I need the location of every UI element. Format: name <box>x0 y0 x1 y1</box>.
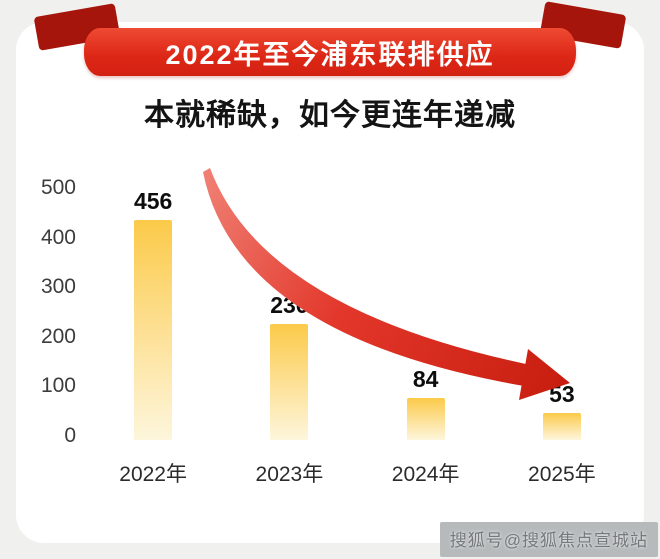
banner-ribbon: 2022年至今浦东联排供应 <box>84 28 576 76</box>
bar-group-2024: 84 <box>358 188 494 440</box>
bar-group-2023: 230 <box>221 188 357 440</box>
plot-area: 456 230 84 53 <box>85 188 630 440</box>
bar-value-label: 230 <box>270 292 309 318</box>
y-tick-label: 500 <box>40 176 76 199</box>
x-axis: 2022年 2023年 2024年 2025年 <box>85 458 630 488</box>
bar-value-label: 84 <box>412 366 439 392</box>
y-tick-label: 200 <box>40 324 76 348</box>
watermark-text: 搜狐号@搜狐焦点宣城站 <box>439 522 658 557</box>
y-tick-label: 400 <box>40 225 76 249</box>
bar-value-label: 456 <box>133 188 173 214</box>
bar-group-2022: 456 <box>85 188 221 440</box>
y-tick-label: 300 <box>40 275 76 299</box>
bar-group-2025: 53 <box>494 188 630 440</box>
chart-subtitle: 本就稀缺，如今更连年递减 <box>144 99 516 132</box>
y-tick-label: 100 <box>40 374 76 398</box>
y-tick-label: 0 <box>64 423 76 447</box>
x-tick-label: 2022年 <box>119 463 187 486</box>
bar <box>134 220 173 440</box>
x-tick-label: 2025年 <box>528 463 596 486</box>
x-tick-label: 2023年 <box>255 463 324 486</box>
bar-value-label: 53 <box>549 381 575 407</box>
banner-title: 2022年至今浦东联排供应 <box>165 39 495 70</box>
bar <box>406 398 445 440</box>
x-tick-label: 2024年 <box>391 463 460 486</box>
y-axis: 500 400 300 200 100 0 <box>28 176 76 448</box>
bar <box>542 413 581 440</box>
bar <box>270 324 309 440</box>
